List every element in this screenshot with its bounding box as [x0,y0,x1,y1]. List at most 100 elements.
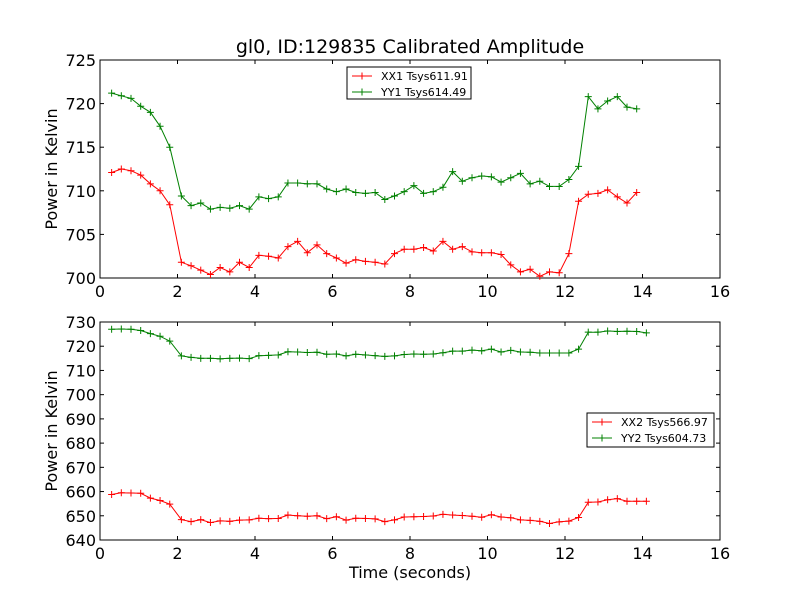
y-tick-label: 660 [65,483,96,502]
data-point [633,105,641,113]
data-point [507,346,515,354]
y-tick-label: 725 [65,51,96,70]
y-tick-label: 690 [65,410,96,429]
y-tick-label: 730 [65,313,96,332]
legend-marker [358,88,366,96]
data-point [478,249,486,257]
data-point [332,350,340,358]
data-point [323,515,331,523]
data-point [575,345,583,353]
data-point [516,516,524,524]
data-point [555,182,563,190]
data-point [284,243,292,251]
data-point [206,205,214,213]
legend-label: XX1 Tsys611.91 [381,70,468,83]
data-point [197,266,205,274]
data-point [117,489,125,497]
data-point [303,249,311,257]
data-point [352,350,360,358]
y-tick-label: 700 [65,386,96,405]
data-point [332,254,340,262]
data-point [526,348,534,356]
data-point [206,271,214,279]
data-point [536,517,544,525]
data-point [371,258,379,266]
data-point [342,352,350,360]
data-point [594,189,602,197]
data-point [146,330,154,338]
y-tick-label: 715 [65,138,96,157]
data-point [410,513,418,521]
data-point [468,174,476,182]
data-point [361,257,369,265]
data-point [332,513,340,521]
data-point [166,337,174,345]
data-point [391,352,398,360]
y-tick-label: 720 [65,337,96,356]
data-point [546,520,553,528]
data-point [108,89,116,97]
data-point [584,498,592,506]
data-point [381,196,389,204]
data-point [127,325,135,333]
data-point [575,197,583,205]
y-tick-label: 705 [65,225,96,244]
data-point [313,241,321,249]
data-point [565,250,573,258]
top-panel: 0 2 4 6 8 10 12 14 16 700 705 710 715 720 725 Power in … [42,51,730,301]
data-point [313,348,321,356]
data-point [187,262,195,270]
data-point [555,269,563,277]
data-point [352,514,360,522]
data-point [565,175,573,183]
data-point [303,512,311,520]
data-point [633,327,641,335]
data-point [575,513,583,521]
data-point [623,199,631,207]
data-point [565,349,573,357]
data-point [487,173,495,181]
data-point [507,261,515,269]
data-point [146,108,154,116]
legend-box [346,66,472,100]
data-point [146,180,154,188]
data-point [156,122,164,130]
data-point [156,497,164,505]
data-point [439,349,447,357]
data-point [487,249,495,257]
data-point [584,328,592,336]
data-point [507,174,515,182]
data-point [429,188,437,196]
data-point [156,332,164,340]
data-point [245,264,253,272]
y-axis-label: Power in Kelvin [42,370,61,491]
data-point [497,250,505,258]
legend-label: YY1 Tsys614.49 [380,86,466,99]
chart-title: gl0, ID:129835 Calibrated Amplitude [236,36,584,58]
data-point [613,327,621,335]
data-point [546,349,553,357]
data-point [236,516,243,524]
data-point [594,328,602,336]
y-axis-label: Power in Kelvin [42,108,61,229]
x-tick-label: 14 [632,282,652,301]
data-point [117,165,125,173]
data-point [594,105,602,113]
data-point [429,350,437,358]
data-point [187,353,195,361]
data-point [478,347,486,355]
data-point [206,519,214,527]
data-point [177,352,185,360]
data-point [516,348,524,356]
data-point [245,516,253,524]
data-point [371,189,379,197]
data-point [197,516,205,524]
data-point [526,516,534,524]
legend-box [586,412,715,448]
data-point [391,192,398,200]
data-point [429,512,437,520]
x-tick-label: 12 [555,282,575,301]
data-point [187,202,195,210]
data-point [487,345,495,353]
